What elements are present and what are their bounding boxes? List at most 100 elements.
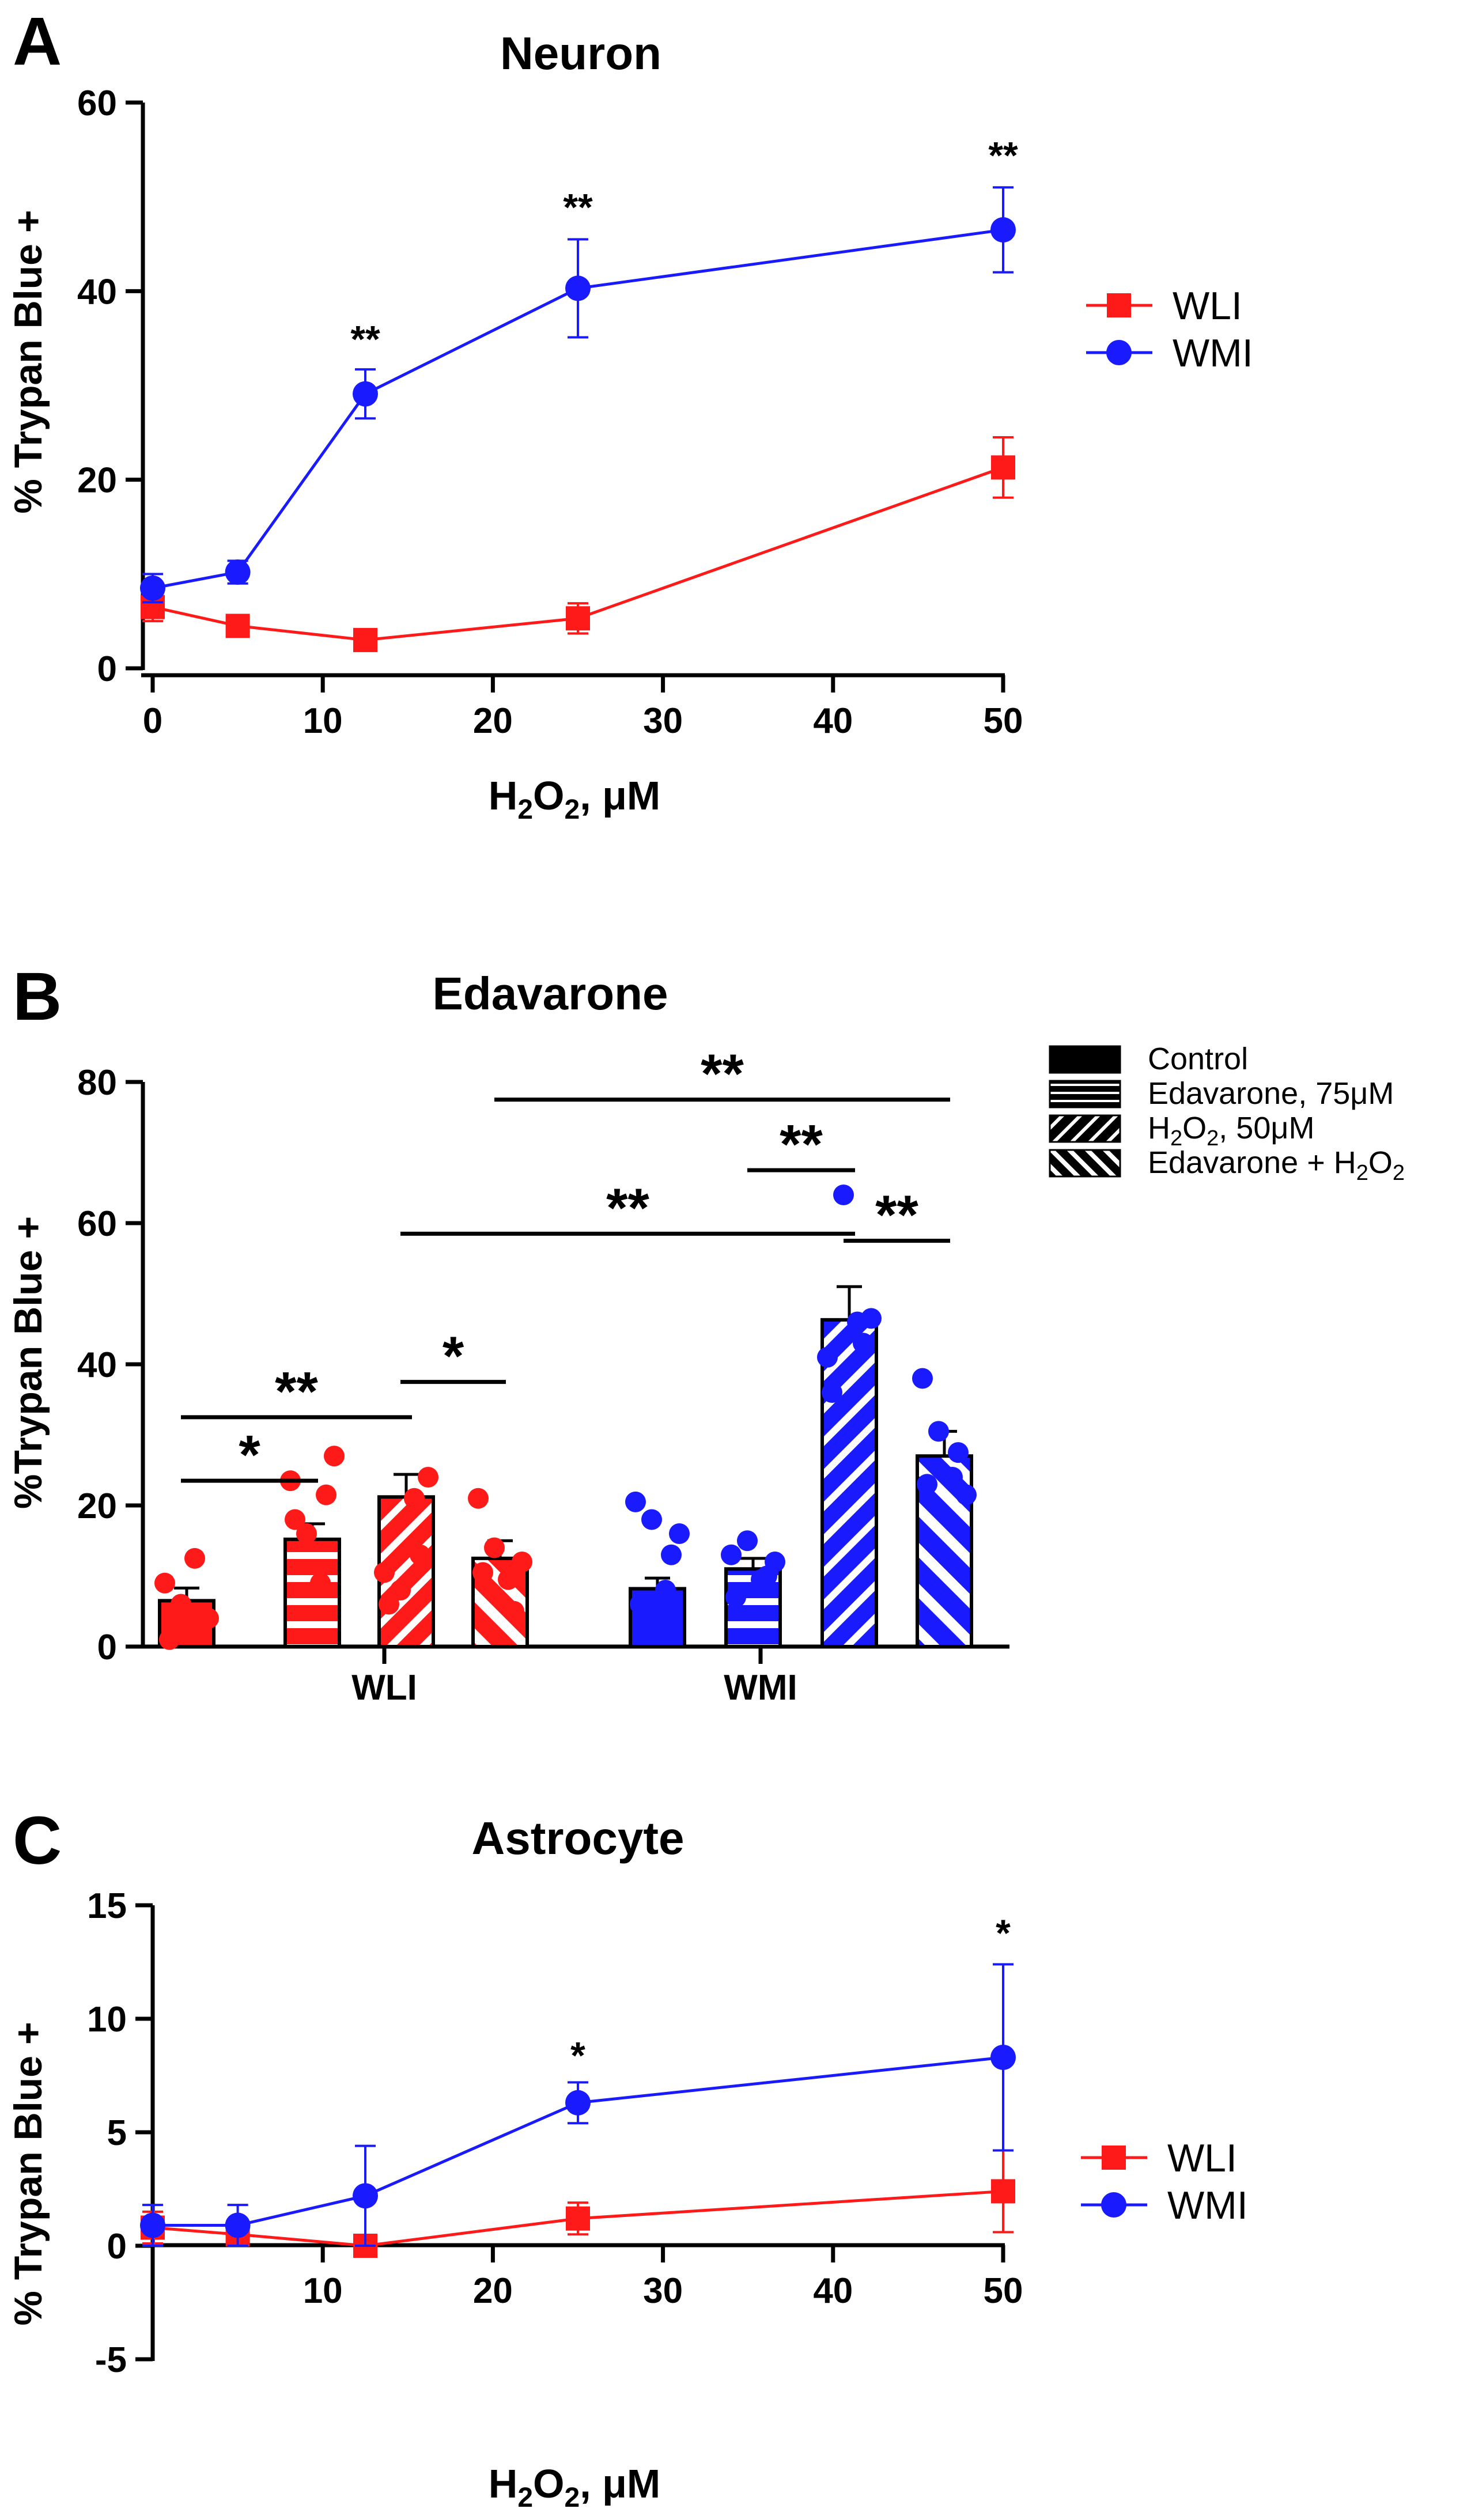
legend-label-part: O (1182, 1111, 1207, 1145)
data-point (669, 1523, 690, 1544)
data-point (630, 1594, 651, 1615)
significance-marker: ** (563, 186, 593, 229)
legend-label: Edavarone + H2O2 (1148, 1145, 1405, 1185)
panel-c-x-axis-label: H2O2, μM (489, 2461, 660, 2513)
panel-b-axes: 0 20 40 60 80 WLI WMI (77, 1063, 1009, 1708)
panel-b-title: Edavarone (432, 968, 668, 1019)
panel-a-axes: 0 20 40 60 0 10 20 30 40 50 (77, 84, 1023, 741)
data-point (641, 1509, 662, 1530)
legend-label: H2O2, 50μM (1148, 1111, 1314, 1151)
panel-a-neuron-chart: A Neuron % Trypan Blue + H2O2, μM 0 20 40 6… (6, 3, 1253, 825)
data-point-wmi (565, 275, 591, 301)
y-tick-label: 60 (77, 84, 117, 123)
data-point-wmi (140, 575, 165, 601)
legend-label-part: O (1368, 1145, 1393, 1180)
data-point-wli (353, 627, 377, 652)
data-point (912, 1368, 933, 1389)
panel-a-plot-area: ** ** ** (140, 134, 1018, 652)
data-point (316, 1484, 336, 1505)
data-point (928, 1421, 949, 1442)
significance-marker: ** (275, 1361, 318, 1422)
data-point (374, 1562, 395, 1583)
significance-marker: * (996, 1912, 1011, 1954)
significance-marker: ** (988, 134, 1018, 177)
data-point (154, 1572, 175, 1594)
data-point (296, 1523, 317, 1544)
legend-marker-wmi (1106, 340, 1132, 365)
x-tick-label: 50 (984, 2271, 1023, 2311)
data-point (171, 1594, 191, 1615)
panel-label-b: B (13, 959, 62, 1035)
y-tick-label: 20 (77, 1486, 117, 1526)
data-point (418, 1467, 438, 1488)
legend-label-part: 2 (1207, 1126, 1219, 1151)
legend-marker-wmi (1101, 2192, 1126, 2218)
significance-marker: * (570, 2034, 585, 2077)
data-point (661, 1544, 682, 1565)
legend-label: Edavarone, 75μM (1148, 1076, 1394, 1111)
panel-c-axes: -5 0 5 10 15 10 20 30 40 50 (87, 1886, 1023, 2380)
data-point-wmi (225, 559, 251, 585)
data-point (822, 1382, 842, 1403)
legend-label-wli: WLI (1167, 2136, 1237, 2180)
data-point-wmi (140, 2212, 165, 2238)
data-point-wli (225, 614, 250, 638)
data-point (390, 1580, 411, 1600)
data-point (625, 1491, 646, 1512)
data-point (184, 1547, 205, 1569)
data-point-wmi (225, 2212, 251, 2238)
y-tick-label: 0 (97, 1628, 117, 1667)
data-point (285, 1509, 305, 1530)
data-point (410, 1544, 430, 1565)
data-point (404, 1488, 425, 1509)
panel-a-title: Neuron (500, 28, 661, 79)
data-point (817, 1346, 838, 1368)
x-tick-label: 50 (984, 701, 1023, 741)
data-point-wli (991, 2179, 1015, 2204)
y-tick-label: 40 (77, 272, 117, 312)
x-tick-label: 20 (473, 2271, 513, 2311)
x-tick-label: 20 (473, 701, 513, 741)
data-point (655, 1580, 676, 1600)
y-tick-label: 60 (77, 1204, 117, 1244)
x-tick-label: 30 (643, 701, 683, 741)
legend-label-part: 2 (1356, 1161, 1368, 1185)
panel-b-plot-area: ************ (154, 1043, 977, 1650)
legend-swatch (1049, 1114, 1121, 1143)
data-point (917, 1474, 937, 1495)
data-point-wli (991, 455, 1015, 480)
legend-swatch (1049, 1080, 1121, 1108)
data-point-wmi (990, 2044, 1016, 2070)
panel-c-y-axis-label: % Trypan Blue + (6, 2022, 50, 2325)
panel-c-title: Astrocyte (471, 1813, 684, 1864)
group-label-wmi: WMI (724, 1668, 797, 1708)
legend-label-part: Edavarone + H (1148, 1145, 1356, 1180)
legend-swatch (1049, 1045, 1121, 1074)
data-point (956, 1484, 977, 1505)
data-point-wmi (353, 381, 378, 407)
significance-marker: ** (701, 1043, 744, 1105)
data-point-wli (566, 2206, 590, 2231)
data-point (484, 1537, 505, 1558)
data-point (853, 1333, 873, 1354)
legend-marker-wli (1107, 293, 1131, 317)
significance-marker: ** (350, 318, 380, 361)
data-point (310, 1572, 331, 1594)
y-tick-label: 15 (87, 1886, 127, 1926)
y-tick-label: 0 (97, 649, 117, 689)
data-point-wmi (353, 2183, 378, 2209)
panel-b-edavarone-chart: B Edavarone %Trypan Blue + 0 20 40 60 80 WLI W… (6, 959, 1405, 1708)
bar (820, 1318, 878, 1648)
panel-label-a: A (13, 3, 62, 80)
y-tick-label: 40 (77, 1345, 117, 1385)
legend-swatch (1049, 1149, 1121, 1178)
legend-label-part: , 50μM (1219, 1111, 1314, 1145)
data-point (379, 1594, 399, 1615)
significance-marker: ** (606, 1177, 649, 1239)
data-point (765, 1552, 785, 1572)
x-tick-label: 10 (303, 701, 343, 741)
